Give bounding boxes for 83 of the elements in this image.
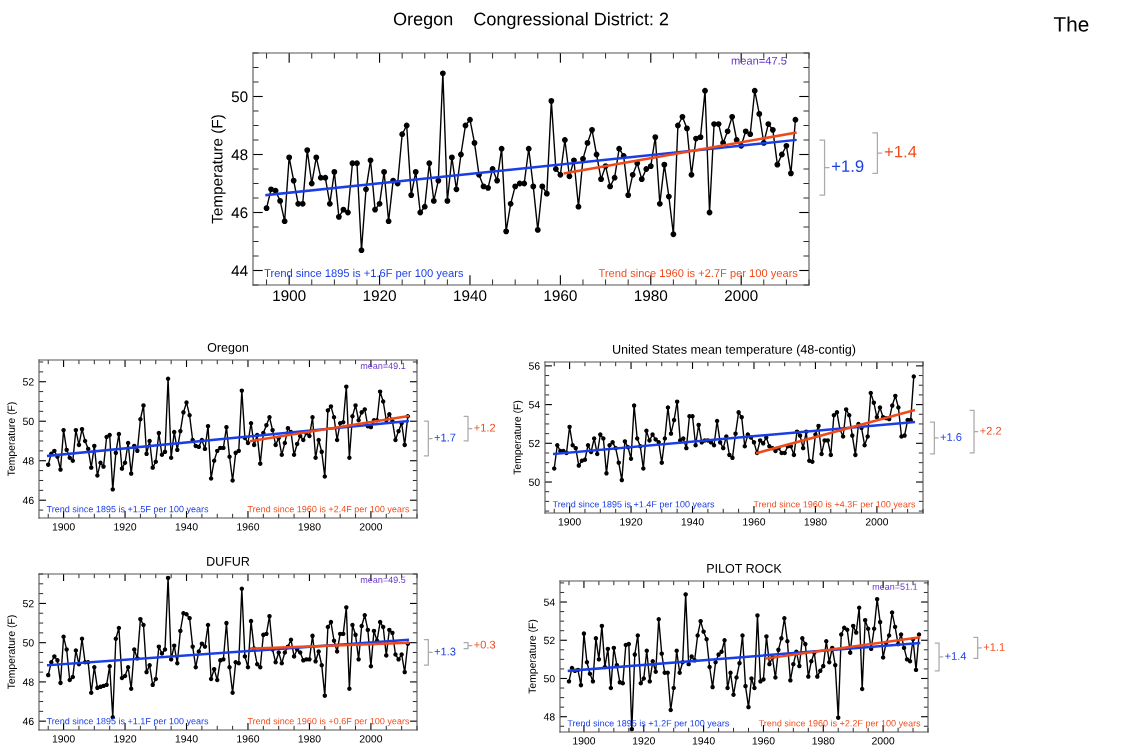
y-tick-label: 50 (543, 674, 555, 683)
text: +1.4 (884, 145, 917, 158)
y-axis-title: Temperature (F) (211, 115, 226, 224)
x-tick-label: 1900 (573, 737, 596, 745)
annotation: Trend since 1895 is +1.1F per 100 years (46, 717, 209, 727)
annotation: Trend since 1960 is +2.4F per 100 years (247, 505, 410, 515)
x-tick-label: 2000 (865, 518, 889, 526)
annotation: Trend since 1895 is +1.5F per 100 years (46, 505, 209, 515)
y-tick-label: 54 (528, 401, 540, 409)
text: +1.3 (434, 647, 456, 656)
x-tick-label: 1920 (632, 737, 655, 745)
annotation: Trend since 1895 is +1.4F per 100 years (552, 500, 715, 510)
x-tick-label: 1940 (681, 518, 704, 526)
x-tick-label: 1920 (114, 735, 137, 743)
x-tick-label: 1960 (752, 737, 775, 745)
x-tick-label: 1960 (544, 290, 577, 302)
y-tick-label: 50 (528, 478, 540, 486)
x-tick-label: 1920 (114, 523, 137, 531)
x-tick-label: 1900 (273, 290, 306, 302)
x-tick-label: 1920 (620, 518, 643, 526)
y-tick-label: 48 (231, 149, 248, 161)
text: The (1053, 16, 1089, 32)
x-tick-label: 1940 (175, 735, 198, 743)
y-tick-label: 54 (543, 598, 555, 606)
y-tick-label: 46 (22, 496, 34, 505)
text: +1.6 (940, 433, 962, 441)
annotation: Trend since 1960 is +0.6F per 100 years (247, 717, 410, 727)
annotation: mean=51.1 (872, 583, 918, 590)
y-tick-label: 48 (22, 678, 34, 686)
x-tick-label: 1960 (237, 523, 260, 531)
x-tick-label: 1980 (298, 523, 321, 531)
x-tick-label: 1980 (804, 518, 827, 526)
y-tick-label: 52 (22, 599, 34, 608)
x-tick-label: 1980 (298, 735, 321, 743)
annotation: Trend since 1895 is +1.6F per 100 years (264, 268, 464, 280)
annotation: mean=49.1 (360, 362, 406, 369)
x-tick-label: 1940 (692, 737, 715, 745)
text: +0.3 (474, 640, 496, 649)
annotation: Trend since 1960 is +2.2F per 100 years (758, 719, 921, 729)
x-tick-label: 1940 (454, 290, 487, 302)
chart-title: Oregon Congressional District: 2 (393, 12, 669, 29)
y-tick-label: 48 (22, 457, 34, 465)
y-tick-label: 50 (231, 91, 248, 103)
y-tick-label: 52 (528, 439, 540, 448)
y-tick-label: 52 (22, 378, 34, 386)
y-axis-title: Temperature (F) (513, 400, 523, 475)
y-tick-label: 52 (543, 636, 555, 645)
annotation: Trend since 1960 is +4.3F per 100 years (753, 500, 916, 510)
text: +1.1 (983, 643, 1005, 651)
x-tick-label: 1980 (812, 737, 835, 745)
x-tick-label: 2000 (359, 735, 383, 743)
y-tick-label: 46 (231, 207, 248, 219)
x-tick-label: 1900 (52, 523, 75, 531)
x-tick-label: 2000 (359, 523, 383, 531)
chart-title: PILOT ROCK (707, 563, 782, 573)
chart-title: DUFUR (207, 557, 250, 566)
text: +1.4 (945, 652, 967, 660)
y-tick-label: 50 (22, 417, 34, 426)
x-tick-label: 1940 (175, 523, 198, 531)
y-tick-label: 56 (528, 362, 540, 370)
chart-title: Oregon (207, 342, 249, 355)
y-tick-label: 48 (543, 713, 555, 721)
x-tick-label: 1920 (363, 290, 396, 302)
y-tick-label: 50 (22, 639, 34, 647)
x-tick-label: 1960 (743, 518, 766, 526)
y-axis-title: Temperature (F) (7, 402, 17, 477)
y-tick-label: 46 (22, 717, 34, 726)
text: +2.2 (980, 426, 1002, 435)
annotation: mean=49.5 (360, 576, 406, 583)
x-tick-label: 1960 (237, 735, 260, 743)
x-tick-label: 1900 (52, 735, 75, 743)
annotation: Trend since 1960 is +2.7F per 100 years (598, 268, 798, 280)
x-tick-label: 1980 (634, 290, 668, 302)
y-axis-title: Temperature (F) (528, 619, 538, 694)
x-tick-label: 2000 (872, 737, 895, 745)
x-tick-label: 2000 (724, 290, 758, 302)
text: +1.7 (434, 433, 456, 442)
y-axis-title: Temperature (F) (7, 615, 17, 690)
y-tick-label: 44 (231, 265, 248, 277)
x-tick-label: 1900 (558, 518, 581, 526)
text: +1.2 (474, 423, 496, 432)
text: +1.9 (832, 160, 864, 173)
chart-title: United States mean temperature (48-contig) (613, 344, 856, 357)
